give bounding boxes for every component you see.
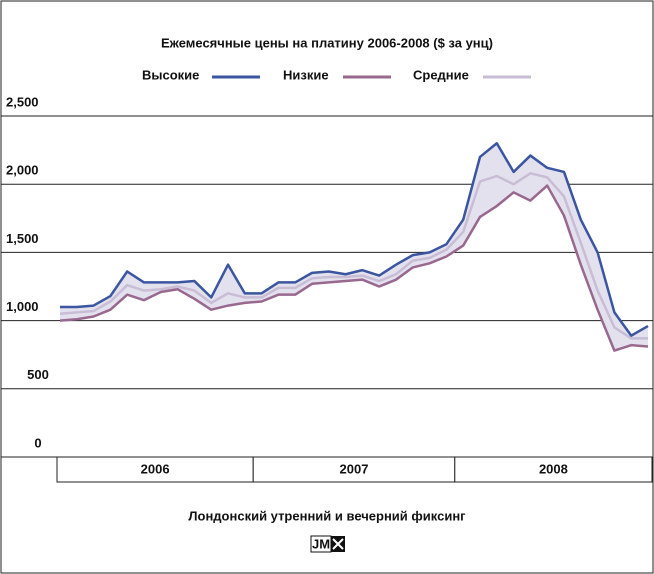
series-line xyxy=(59,184,649,352)
logo-text: JM xyxy=(312,536,330,551)
x-tick-label: 2008 xyxy=(539,461,568,476)
series-line xyxy=(59,172,648,340)
y-tick-label: 1,000 xyxy=(6,299,39,314)
legend-label: Средние xyxy=(413,67,469,82)
x-tick-label: 2006 xyxy=(141,461,170,476)
y-tick-label: 1,500 xyxy=(6,231,39,246)
y-tick-label: 2,000 xyxy=(6,163,39,178)
logo: JM xyxy=(310,535,345,553)
year-cell xyxy=(56,456,254,483)
y-tick-label: 0 xyxy=(34,435,41,450)
logo-cross xyxy=(332,538,344,550)
y-tick-label: 2,500 xyxy=(6,94,39,109)
x-tick-label: 2007 xyxy=(340,461,369,476)
series-line xyxy=(60,142,649,337)
chart-subtitle: Лондонский утренний и вечерний фиксинг xyxy=(188,508,466,523)
legend-label: Высокие xyxy=(142,67,199,82)
y-tick-label: 500 xyxy=(27,367,49,382)
year-cell xyxy=(252,456,456,483)
year-cell xyxy=(454,456,653,483)
chart-title: Ежемесячные цены на платину 2006-2008 ($… xyxy=(161,35,493,50)
legend-label: Низкие xyxy=(283,67,329,82)
